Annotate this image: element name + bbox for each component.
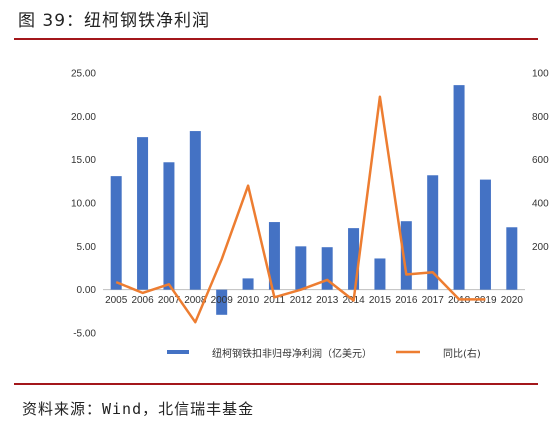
y-right-tick: 800 <box>532 112 549 123</box>
x-tick-2015: 2015 <box>369 295 392 306</box>
y-left-tick: 15.00 <box>71 155 96 166</box>
x-tick-2007: 2007 <box>158 295 181 306</box>
y-left-tick: 0.00 <box>77 285 97 296</box>
y-left-tick: 20.00 <box>71 112 96 123</box>
x-tick-2012: 2012 <box>290 295 313 306</box>
top-rule <box>14 38 538 40</box>
bottom-rule <box>14 383 538 385</box>
bar-2005 <box>110 176 122 290</box>
bar-2010 <box>242 278 254 290</box>
x-tick-2005: 2005 <box>105 295 128 306</box>
bar-2018 <box>453 85 465 290</box>
x-tick-2017: 2017 <box>422 295 445 306</box>
bar-2014 <box>348 228 360 290</box>
bar-2012 <box>295 246 307 290</box>
x-tick-2008: 2008 <box>184 295 207 306</box>
bar-2020 <box>506 227 518 290</box>
bar-2013 <box>321 247 333 290</box>
bar-2009 <box>216 289 228 315</box>
figure-title: 图 39：纽柯钢铁净利润 <box>18 11 211 31</box>
y-right-tick: 200 <box>532 242 549 253</box>
x-tick-2009: 2009 <box>211 295 234 306</box>
y-left-tick: 10.00 <box>71 199 96 210</box>
bar-2008 <box>189 131 201 290</box>
x-tick-2010: 2010 <box>237 295 260 306</box>
y-right-axis: 100 800 600 400 200 <box>532 69 549 253</box>
x-tick-2013: 2013 <box>316 295 339 306</box>
legend-line-label: 同比(右) <box>443 347 481 360</box>
y-left-tick: -5.00 <box>73 329 96 340</box>
chart: -5.00 0.00 5.00 10.00 15.00 20.00 25.00 100 800… <box>71 69 549 361</box>
y-left-axis: -5.00 0.00 5.00 10.00 15.00 20.00 25.00 <box>71 69 96 340</box>
bar-2011 <box>268 222 280 290</box>
x-tick-2020: 2020 <box>501 295 524 306</box>
bar-series <box>110 85 518 315</box>
y-right-tick: 600 <box>532 155 549 166</box>
bar-2015 <box>374 258 386 290</box>
x-axis: 2005 2006 2007 2008 2009 2010 2011 2012 2013 2014… <box>105 295 523 306</box>
bar-2016 <box>400 221 412 290</box>
y-left-tick: 5.00 <box>77 242 97 253</box>
x-tick-2019: 2019 <box>474 295 497 306</box>
bar-2007 <box>163 162 175 290</box>
bar-2006 <box>137 137 149 290</box>
bar-2017 <box>427 175 439 290</box>
source-note: 资料来源：Wind，北信瑞丰基金 <box>22 400 255 418</box>
legend-bar-swatch <box>167 350 189 354</box>
legend-bar-label: 纽柯钢铁扣非归母净利润（亿美元） <box>212 347 372 360</box>
x-tick-2011: 2011 <box>264 295 286 306</box>
yoy-line <box>115 95 486 324</box>
y-right-tick: 400 <box>532 199 549 210</box>
y-right-tick: 100 <box>532 69 549 80</box>
bar-2019 <box>479 179 491 290</box>
x-tick-2016: 2016 <box>395 295 418 306</box>
y-left-tick: 25.00 <box>71 69 96 80</box>
legend: 纽柯钢铁扣非归母净利润（亿美元） 同比(右) <box>167 347 481 360</box>
x-tick-2006: 2006 <box>131 295 154 306</box>
